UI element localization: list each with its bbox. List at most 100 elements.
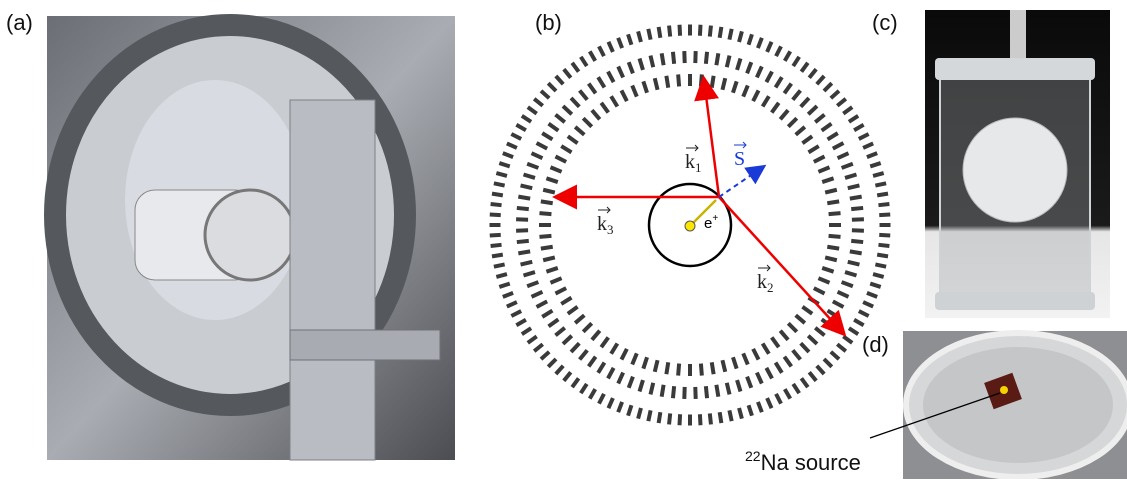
photo-c — [925, 10, 1110, 318]
detector-module — [657, 412, 663, 423]
detector-module — [721, 360, 728, 373]
detector-module — [799, 342, 810, 353]
detector-module — [555, 155, 568, 164]
spin-label: S — [734, 142, 746, 170]
detector-module — [671, 386, 676, 398]
detector-module — [578, 89, 589, 101]
detector-module — [825, 256, 838, 263]
detector-module — [496, 171, 508, 178]
detector-module — [807, 334, 818, 345]
detector-module — [526, 280, 539, 288]
detector-module — [808, 68, 818, 79]
detector-module — [520, 184, 533, 191]
detector-module — [502, 151, 514, 159]
detector-module — [741, 353, 749, 366]
detector-module — [765, 41, 773, 53]
detector-module — [848, 114, 859, 123]
detector-module — [636, 408, 643, 420]
detector-module — [571, 62, 581, 73]
detector-module — [783, 388, 792, 400]
detector-module — [836, 343, 847, 353]
detector-module — [873, 272, 885, 279]
detector-module — [877, 192, 888, 198]
detector-module — [664, 76, 670, 88]
detector-module — [682, 387, 686, 399]
detector-module — [616, 37, 624, 49]
detector-module — [554, 326, 566, 337]
detector-module — [853, 123, 865, 132]
detector-module — [693, 387, 697, 399]
detector-module — [678, 414, 683, 425]
superscript: 22 — [745, 448, 761, 464]
detector-module — [751, 90, 760, 103]
symbol: k — [685, 151, 695, 173]
detector-module — [521, 327, 532, 336]
detector-module — [523, 270, 536, 277]
positron-label: e+ — [704, 213, 718, 232]
detector-module — [578, 349, 589, 361]
detector-module — [676, 363, 681, 375]
detector-module — [600, 102, 610, 114]
detector-module — [515, 318, 527, 327]
detector-module — [815, 75, 825, 86]
detector-module — [562, 68, 572, 79]
detector-module — [653, 78, 660, 91]
detector-module — [877, 253, 888, 259]
detector-module — [554, 364, 564, 375]
detector-module — [714, 385, 720, 397]
detector-module — [574, 125, 586, 136]
detector-module — [718, 412, 724, 423]
detector-module — [490, 202, 501, 207]
detector-module — [862, 300, 874, 308]
detector-module — [492, 192, 503, 198]
detector-module — [783, 356, 793, 368]
detector-module — [616, 401, 624, 413]
detector-module — [725, 382, 732, 395]
detector-module — [829, 223, 841, 227]
detector-module — [747, 405, 754, 417]
detector-module — [543, 256, 556, 263]
detector-module — [799, 97, 810, 108]
detector-module — [688, 364, 692, 376]
detector-module — [704, 52, 709, 64]
detector-module — [562, 334, 573, 345]
detector-module — [590, 329, 601, 341]
detector-module — [506, 142, 518, 150]
detector-module — [671, 52, 676, 64]
detector-module — [794, 314, 806, 325]
detector-module — [699, 363, 704, 375]
detector-module — [616, 66, 625, 79]
detector-module — [756, 37, 764, 49]
detector-module — [607, 41, 615, 53]
detector-module — [510, 309, 522, 318]
svg-text:k3: k3 — [597, 213, 614, 237]
detector-module — [774, 45, 783, 57]
detector-module — [541, 245, 553, 251]
detector-module — [493, 262, 505, 268]
panel-label: (c) — [872, 10, 898, 35]
detector-module — [800, 62, 810, 73]
detector-module — [630, 85, 638, 98]
detector-module — [606, 367, 615, 379]
detector-module — [850, 195, 862, 201]
detector-module — [539, 211, 551, 216]
detector-module — [541, 131, 553, 141]
detector-module — [828, 234, 840, 239]
detector-module — [517, 206, 529, 211]
detector-module — [800, 377, 810, 388]
detector-module — [590, 109, 601, 121]
detector-module — [526, 162, 539, 170]
detector-module — [536, 141, 548, 150]
detector-module — [520, 260, 533, 267]
detector-module — [627, 61, 635, 74]
detector-module — [664, 362, 670, 374]
detector-module — [582, 322, 593, 333]
detector-module — [770, 336, 780, 348]
detector-module — [536, 300, 548, 309]
detector-module — [708, 413, 713, 424]
detector-module — [490, 243, 501, 248]
text: Na source — [761, 450, 861, 475]
detector-module — [609, 95, 619, 107]
detector-module — [587, 82, 597, 94]
subscript: 2 — [767, 280, 774, 295]
